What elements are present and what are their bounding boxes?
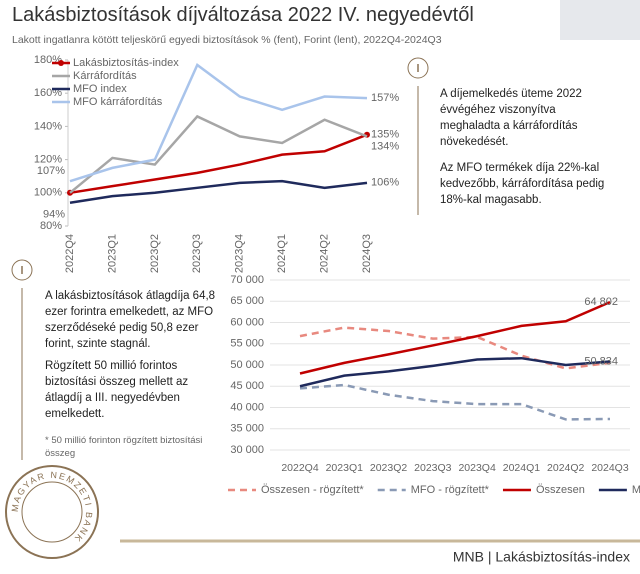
x-tick-label: 2024Q3: [361, 234, 373, 273]
x-tick-label: 2022Q4: [281, 462, 319, 474]
x-tick-label: 2022Q4: [64, 234, 76, 273]
series-line: [69, 133, 368, 195]
legend-label: MFO kárráfordítás: [73, 96, 163, 108]
y-tick-label: 50 000: [230, 359, 264, 371]
x-tick-label: 2023Q2: [370, 462, 408, 474]
y-tick-label: 120%: [34, 154, 62, 166]
info-icon: [11, 259, 33, 281]
x-tick-label: 2023Q1: [326, 462, 364, 474]
value-label: 134%: [371, 140, 399, 152]
value-label: 64 802: [584, 296, 618, 308]
series-line: [69, 114, 368, 194]
value-label: 50 834: [584, 355, 618, 367]
x-tick-label: 2024Q2: [318, 234, 330, 273]
x-tick-label: 2024Q3: [591, 462, 629, 474]
legend-label: Összesen: [536, 484, 585, 496]
series-line: [299, 383, 611, 421]
note: Az MFO termékek díja 22%-kal kedvezőbb, …: [440, 162, 605, 206]
x-tick-label: 2024Q2: [547, 462, 585, 474]
y-tick-label: 55 000: [230, 338, 264, 350]
legend-label: MFO index: [73, 83, 127, 95]
x-tick-label: 2023Q2: [149, 234, 161, 273]
series-line: [69, 179, 368, 204]
x-tick-label: 2023Q1: [106, 234, 118, 273]
building-illustration: [560, 0, 640, 40]
legend-swatch: [58, 60, 64, 66]
value-label: 94%: [43, 209, 65, 221]
series-line: [299, 300, 611, 375]
legend-label: MFO: [632, 484, 640, 496]
subtitle: Lakott ingatlanra kötött teljeskörű egye…: [12, 34, 442, 46]
y-tick-label: 30 000: [230, 444, 264, 456]
series-line: [299, 356, 611, 388]
note: Rögzített 50 millió forintos biztosítási…: [45, 360, 189, 420]
info-icon: [407, 57, 429, 79]
legend-label: Összesen - rögzített*: [261, 484, 364, 496]
footer: MNB | Lakásbiztosítás-index: [453, 549, 630, 565]
note: A lakásbiztosítások átlagdíja 64,8 ezer …: [45, 290, 216, 350]
title: Lakásbiztosítások díjváltozása 2022 IV. …: [12, 4, 474, 26]
x-tick-label: 2023Q3: [414, 462, 452, 474]
series-line: [299, 326, 611, 370]
y-tick-label: 35 000: [230, 423, 264, 435]
legend-label: Lakásbiztosítás-index: [73, 57, 179, 69]
note: A díjemelkedés üteme 2022 évvégéhez visz…: [440, 88, 582, 148]
x-tick-label: 2023Q3: [191, 234, 203, 273]
y-tick-label: 45 000: [230, 380, 264, 392]
value-label: 106%: [371, 177, 399, 189]
seal: [5, 465, 99, 559]
y-tick-label: 80%: [40, 220, 62, 232]
value-label: 135%: [371, 129, 399, 141]
legend-label: Kárráfordítás: [73, 70, 137, 82]
x-tick-label: 2023Q4: [458, 462, 496, 474]
x-tick-label: 2024Q1: [276, 234, 288, 273]
x-tick-label: 2024Q1: [503, 462, 541, 474]
value-label: 107%: [37, 165, 65, 177]
y-tick-label: 140%: [34, 120, 62, 132]
y-tick-label: 100%: [34, 187, 62, 199]
footnote: * 50 millió forinton rögzített biztosítá…: [45, 435, 203, 459]
value-label: 157%: [371, 92, 399, 104]
legend-label: MFO - rögzített*: [411, 484, 490, 496]
y-tick-label: 65 000: [230, 295, 264, 307]
seal: [21, 481, 83, 543]
x-tick-label: 2023Q4: [234, 234, 246, 273]
y-tick-label: 60 000: [230, 316, 264, 328]
series-line: [69, 63, 368, 183]
y-tick-label: 70 000: [230, 274, 264, 286]
y-tick-label: 40 000: [230, 401, 264, 413]
